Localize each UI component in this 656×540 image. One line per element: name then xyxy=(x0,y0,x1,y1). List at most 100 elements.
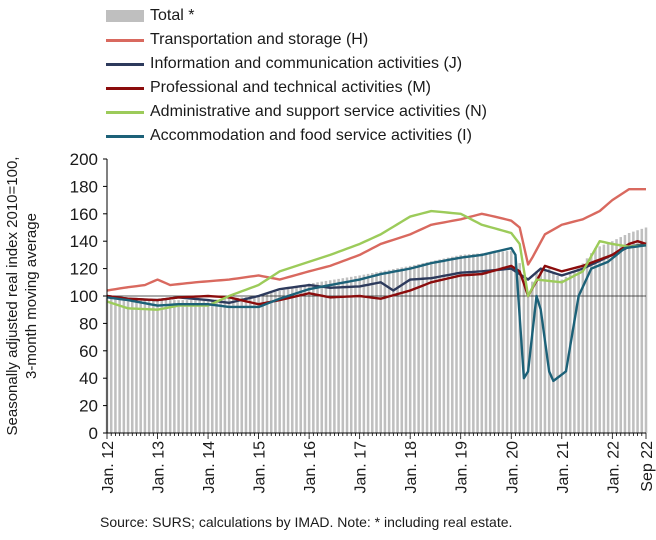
total-bar xyxy=(227,298,231,433)
total-bar xyxy=(442,258,446,433)
total-bar xyxy=(539,270,542,433)
total-bar xyxy=(518,263,521,433)
total-bar xyxy=(488,252,492,433)
y-axis-title-line2: 3-month moving average xyxy=(23,213,40,379)
y-axis-title-line1: Seasonally adjusted real index 2010=100, xyxy=(4,156,21,436)
total-bar xyxy=(122,298,126,433)
total-bar xyxy=(261,294,265,433)
total-bar xyxy=(265,293,269,433)
total-bar xyxy=(505,251,509,433)
total-bar xyxy=(543,269,547,433)
total-bar xyxy=(509,250,513,433)
total-bar xyxy=(501,251,505,433)
total-bar xyxy=(244,297,248,433)
y-tick-label: 200 xyxy=(70,150,98,169)
total-bar xyxy=(160,300,164,433)
total-bar xyxy=(594,248,597,433)
total-bar xyxy=(602,244,606,434)
legend-swatch-prof xyxy=(106,86,144,90)
total-bar xyxy=(434,260,437,433)
x-tick-label: Jan. 17 xyxy=(353,441,370,494)
total-bar xyxy=(362,274,366,433)
total-bars xyxy=(105,227,648,434)
x-tick-label: Jan. 13 xyxy=(151,441,168,494)
series-line-accom xyxy=(106,244,647,383)
y-tick-label: 160 xyxy=(70,205,98,224)
legend-swatch-admin xyxy=(106,110,144,114)
total-bar xyxy=(278,290,281,433)
total-bar xyxy=(547,268,551,433)
total-bar xyxy=(248,296,252,433)
total-bar xyxy=(535,271,538,433)
total-bar xyxy=(211,299,214,433)
total-bar xyxy=(417,264,420,433)
total-bar xyxy=(493,252,496,433)
x-tick-label: Jan. 12 xyxy=(100,441,117,494)
total-bar xyxy=(564,276,568,433)
total-bar xyxy=(240,297,244,433)
total-bar xyxy=(269,292,273,433)
total-bar xyxy=(152,299,155,433)
total-bar xyxy=(619,237,622,433)
total-bar xyxy=(164,300,168,433)
legend: Total * Transportation and storage (H) Inf… xyxy=(106,4,487,148)
total-bar xyxy=(295,286,298,433)
total-bar xyxy=(345,277,349,433)
total-bar xyxy=(627,232,631,433)
total-bar xyxy=(274,291,277,433)
total-bar xyxy=(421,263,425,433)
total-bar xyxy=(320,281,324,433)
total-bar xyxy=(114,297,117,433)
total-bar xyxy=(354,276,357,433)
total-bar xyxy=(118,298,121,433)
total-bar xyxy=(404,266,408,433)
total-bar xyxy=(232,298,235,433)
total-bar xyxy=(316,282,319,433)
x-tick-label: Jan. 15 xyxy=(252,441,269,494)
total-bar xyxy=(206,300,210,433)
total-bar xyxy=(429,261,433,433)
total-bar xyxy=(139,299,142,433)
x-tick-label: Jan. 16 xyxy=(302,441,319,494)
y-tick-label: 120 xyxy=(70,260,98,279)
total-bar xyxy=(177,300,180,433)
axes: 0 20 40 60 80 100 120 140 160 180 200 Jan. 12 Jan. 1… xyxy=(70,150,656,493)
x-tick-label: Jan. 19 xyxy=(454,441,471,494)
total-bar xyxy=(611,241,614,433)
total-bar xyxy=(497,251,500,433)
total-bar xyxy=(598,246,601,433)
total-bar xyxy=(589,253,593,433)
total-bar xyxy=(198,300,201,433)
total-bar xyxy=(236,297,239,433)
legend-label-info: Information and communication activities… xyxy=(150,55,463,72)
total-bar xyxy=(307,283,311,433)
total-bar xyxy=(463,254,467,433)
total-bar xyxy=(341,278,345,433)
legend-swatch-total xyxy=(106,10,144,22)
series-line-prof xyxy=(106,239,647,306)
total-bar xyxy=(568,274,572,433)
total-bar xyxy=(324,280,328,433)
x-tick-label: Jan. 14 xyxy=(201,441,218,494)
total-bar xyxy=(371,273,374,433)
total-bar xyxy=(131,298,134,433)
total-bar xyxy=(312,282,315,433)
total-bar xyxy=(147,299,151,433)
total-bar xyxy=(581,263,585,433)
x-tick-label: Jan. 22 xyxy=(605,441,622,494)
x-tick-label: Jan. 20 xyxy=(504,441,521,494)
total-bar xyxy=(472,253,475,433)
series-line-admin xyxy=(106,209,647,311)
total-bar xyxy=(253,296,256,433)
legend-item-admin: Administrative and support service activ… xyxy=(106,100,487,124)
total-bar xyxy=(413,264,416,433)
y-tick-label: 40 xyxy=(79,369,98,388)
total-bar xyxy=(484,252,488,433)
legend-label-total: Total * xyxy=(150,7,195,24)
total-bar xyxy=(396,268,399,433)
series-lines xyxy=(106,187,647,383)
total-bar xyxy=(455,255,458,433)
y-tick-label: 100 xyxy=(70,287,98,306)
total-bar xyxy=(173,300,176,433)
x-tick-label: Jan. 21 xyxy=(555,441,572,494)
